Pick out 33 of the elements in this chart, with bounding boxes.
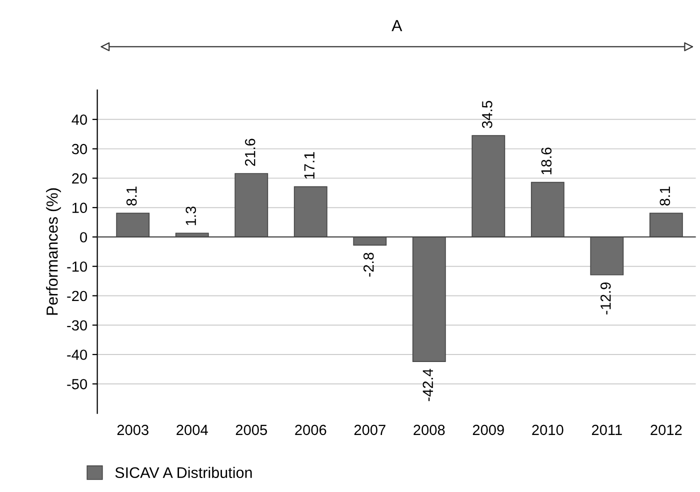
legend-label: SICAV A Distribution xyxy=(115,466,252,478)
y-tick-label: -50 xyxy=(67,378,88,390)
x-tick-label: 2005 xyxy=(236,424,267,436)
x-tick-label: 2008 xyxy=(414,424,445,436)
y-tick-label: 40 xyxy=(72,114,88,125)
y-tick-label: 30 xyxy=(72,144,88,154)
data-label: 17.1 xyxy=(304,152,314,179)
y-tick-label: -30 xyxy=(67,320,88,331)
y-tick-label: 20 xyxy=(72,173,88,184)
data-label: 34.5 xyxy=(482,100,492,128)
x-tick-label: 2009 xyxy=(472,424,504,436)
x-tick-label: 2007 xyxy=(354,424,386,436)
y-tick-label: -10 xyxy=(67,261,88,272)
y-tick-label: 0 xyxy=(80,232,88,242)
x-tick-label: 2012 xyxy=(650,424,682,436)
data-label: -2.8 xyxy=(363,252,374,277)
data-label: 18.6 xyxy=(541,148,552,174)
x-tick-label: 2004 xyxy=(176,424,208,436)
data-label: -12.9 xyxy=(600,282,611,314)
y-tick-label: 10 xyxy=(72,202,88,214)
y-tick-label: -40 xyxy=(67,350,88,360)
y-tick-label: -20 xyxy=(67,290,88,302)
data-label: 8.1 xyxy=(126,186,137,206)
x-tick-label: 2006 xyxy=(295,424,326,436)
text: A xyxy=(392,20,402,32)
x-tick-label: 2011 xyxy=(592,424,622,436)
x-tick-label: 2010 xyxy=(532,424,564,436)
y-axis-title: Performances (%) xyxy=(46,188,61,315)
data-label: 21.6 xyxy=(244,138,256,166)
data-label: -42.4 xyxy=(422,368,433,402)
x-tick-label: 2003 xyxy=(117,424,148,436)
data-label: 8.1 xyxy=(660,186,670,206)
data-label: 1.3 xyxy=(186,206,196,226)
